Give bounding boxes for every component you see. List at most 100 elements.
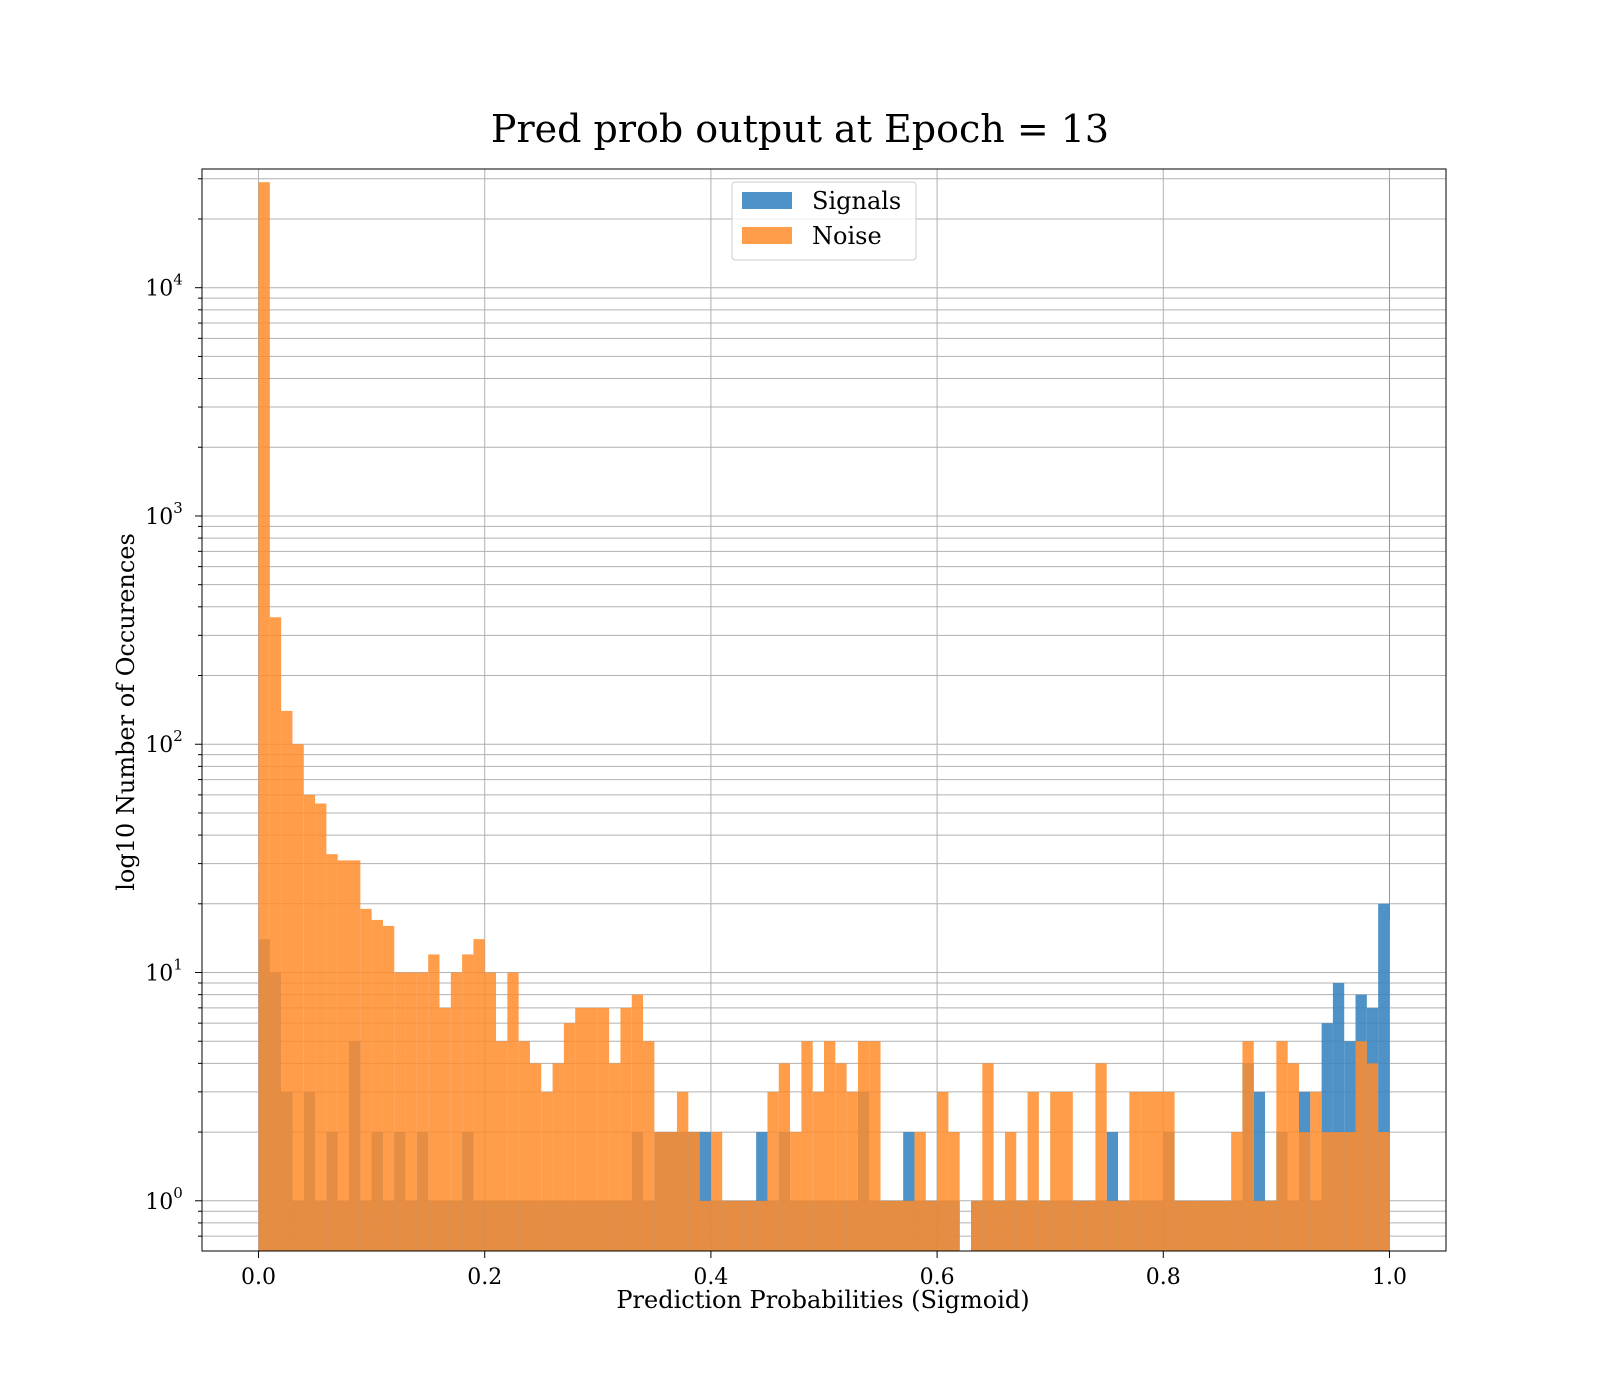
bar-noise [1321,1132,1333,1251]
bar-noise [1027,1091,1039,1251]
bar-noise [439,1007,451,1251]
bar-noise [1276,1041,1288,1251]
legend-swatch-noise [742,227,792,244]
bar-noise [676,1091,689,1251]
bar-noise [529,1063,542,1251]
bar-noise [891,1200,904,1251]
bar-noise [1253,1200,1266,1251]
bar-noise [507,972,519,1251]
bar-noise [405,972,417,1251]
bar-noise [801,1041,813,1251]
bar-noise [1140,1091,1152,1251]
bar-noise [914,1132,926,1251]
y-tick-label: 101 [145,956,183,987]
bar-noise [880,1200,892,1251]
bar-signals [1332,982,1345,1251]
bar-noise [1004,1132,1017,1251]
bar-noise [1287,1063,1299,1251]
bar-signals [903,1132,915,1251]
bar-noise [1242,1041,1254,1251]
bar-noise [315,803,327,1251]
y-tick-label: 104 [145,271,183,302]
bar-noise [552,1063,564,1251]
bar-noise [982,1063,994,1251]
y-tick-exponent: 0 [173,1184,183,1202]
bar-signals [756,1132,768,1251]
bar-noise [756,1200,768,1251]
bar-noise [620,1007,632,1251]
bar-noise [1163,1091,1175,1251]
bar-noise [654,1132,666,1251]
x-tick-label: 0.8 [1146,1265,1181,1290]
bar-noise [846,1091,858,1251]
x-tick-label: 0.2 [467,1265,502,1290]
bar-noise [1389,919,1390,1251]
bar-noise [360,908,372,1251]
bar-noise [1095,1063,1107,1251]
bar-noise [597,1007,610,1251]
bar-noise [496,1041,508,1251]
bar-noise [450,972,463,1251]
bar-noise [767,1091,779,1251]
bar-signals [1389,178,1390,1251]
bar-noise [857,1041,870,1251]
x-tick-label: 1.0 [1372,1265,1407,1290]
bar-noise [1016,1200,1028,1251]
bar-noise [1072,1200,1085,1251]
bar-noise [371,919,383,1251]
bar-signals [1253,1091,1266,1251]
bar-noise [699,1200,711,1251]
bar-noise [1118,1200,1130,1251]
bar-noise [631,994,644,1251]
legend-label-signals: Signals [812,187,901,215]
histogram-bars [258,178,1390,1252]
bar-noise [1231,1132,1243,1251]
bar-noise [394,972,406,1251]
y-tick-label: 100 [145,1184,183,1215]
bar-noise [1265,1200,1277,1251]
bar-noise [1197,1200,1209,1251]
bar-noise [835,1063,847,1251]
bar-noise [281,710,293,1251]
bar-noise [1174,1200,1186,1251]
bar-noise [744,1200,757,1251]
x-tick-label: 0.0 [241,1265,276,1290]
bar-noise [326,854,338,1251]
bar-noise [1038,1200,1051,1251]
bar-noise [778,1063,791,1251]
bar-noise [903,1200,915,1251]
bar-noise [971,1200,983,1251]
bar-noise [812,1091,824,1251]
chart-title: Pred prob output at Epoch = 13 [491,107,1109,151]
bar-noise [416,972,429,1251]
bar-noise [1050,1091,1062,1251]
bar-noise [1061,1091,1073,1251]
y-tick-exponent: 2 [173,727,183,745]
y-tick-label: 103 [145,499,183,530]
x-axis-label: Prediction Probabilities (Sigmoid) [616,1286,1029,1314]
bar-noise [1084,1200,1096,1251]
bar-signals [1378,903,1390,1251]
bar-noise [688,1132,700,1251]
y-tick-label: 102 [145,727,183,758]
bar-noise [1129,1091,1141,1251]
plot-frame [201,168,1447,1252]
bar-noise [733,1200,745,1251]
x-tick-label: 0.4 [693,1265,728,1290]
bar-signals [699,1132,711,1251]
y-tick-exponent: 4 [173,271,183,289]
bar-noise [710,1132,723,1251]
y-tick-exponent: 1 [173,956,183,974]
bar-noise [337,860,350,1251]
bar-noise [948,1132,960,1251]
bar-noise [473,939,485,1251]
bar-noise [1219,1200,1232,1251]
bar-noise [541,1091,553,1251]
bar-noise [575,1007,587,1251]
bar-noise [428,954,440,1251]
bar-noise [1310,1091,1322,1251]
bar-noise [586,1007,598,1251]
bar-noise [1355,1041,1367,1251]
bar-noise [1332,1132,1345,1251]
bar-noise [258,182,270,1252]
